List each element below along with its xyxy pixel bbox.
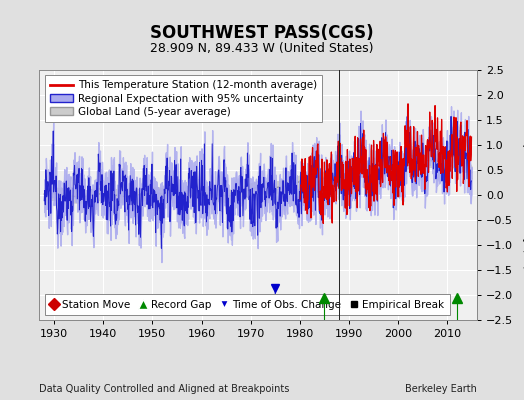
Legend: Station Move, Record Gap, Time of Obs. Change, Empirical Break: Station Move, Record Gap, Time of Obs. C… [45, 294, 450, 315]
Text: Data Quality Controlled and Aligned at Breakpoints: Data Quality Controlled and Aligned at B… [39, 384, 290, 394]
Text: Berkeley Earth: Berkeley Earth [405, 384, 477, 394]
Text: SOUTHWEST PASS(CGS): SOUTHWEST PASS(CGS) [150, 24, 374, 42]
Y-axis label: Temperature Anomaly (°C): Temperature Anomaly (°C) [522, 121, 524, 269]
Text: 28.909 N, 89.433 W (United States): 28.909 N, 89.433 W (United States) [150, 42, 374, 55]
